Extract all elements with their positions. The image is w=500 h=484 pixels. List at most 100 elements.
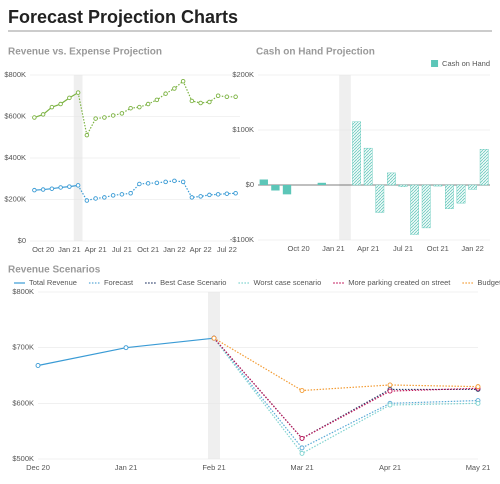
forecast-start-band	[208, 292, 220, 459]
y-tick-label: -$100K	[230, 235, 254, 244]
y-tick-label: $500K	[12, 454, 34, 463]
forecast-line	[213, 337, 479, 449]
forecast-bar	[421, 184, 431, 229]
point	[145, 101, 151, 107]
y-tick-label: $800K	[4, 70, 26, 79]
y-tick-label: $700K	[12, 343, 34, 352]
point	[299, 445, 305, 451]
point	[207, 192, 212, 198]
chart-title: Revenue vs. Expense Projection	[8, 47, 162, 58]
point	[207, 99, 212, 105]
point	[119, 111, 125, 116]
y-tick-label: $400K	[4, 153, 26, 162]
y-tick-label: $0	[246, 180, 254, 189]
point	[172, 86, 177, 91]
page-title: Forecast Projection Charts	[8, 7, 238, 27]
point	[475, 400, 481, 406]
point	[67, 95, 72, 101]
forecast-bar	[398, 184, 408, 187]
forecast-bar	[375, 184, 385, 213]
point	[128, 191, 133, 196]
point	[172, 178, 177, 184]
legend-label: Best Case Scenario	[160, 278, 226, 287]
x-tick-label: Oct 20	[32, 245, 54, 254]
point	[198, 194, 203, 199]
point	[40, 112, 46, 117]
bar	[317, 182, 326, 185]
point	[163, 179, 168, 185]
point	[180, 179, 186, 185]
point	[35, 363, 41, 368]
point	[224, 191, 230, 196]
point	[189, 195, 195, 200]
point	[215, 93, 221, 98]
point	[32, 115, 37, 120]
forecast-line	[213, 337, 479, 392]
x-tick-label: Jan 21	[322, 244, 345, 253]
point	[110, 113, 116, 118]
x-tick-label: Feb 21	[202, 463, 225, 472]
legend-label: Total Revenue	[29, 278, 77, 287]
forecast-bar	[479, 149, 489, 186]
point	[102, 195, 107, 200]
x-tick-label: Apr 21	[379, 463, 401, 472]
series-line	[37, 337, 215, 367]
point	[387, 388, 393, 394]
forecast-bar	[363, 147, 373, 186]
point	[123, 345, 129, 351]
y-tick-label: $600K	[12, 398, 34, 407]
y-tick-label: $600K	[4, 111, 26, 120]
point	[299, 450, 305, 456]
point	[84, 198, 90, 203]
forecast-bar	[445, 184, 454, 209]
point	[180, 78, 186, 84]
forecast-bar	[352, 121, 361, 186]
point	[58, 185, 63, 190]
legend-label: Cash on Hand	[442, 59, 490, 68]
x-tick-label: Apr 22	[190, 245, 212, 254]
chart-title: Cash on Hand Projection	[256, 47, 375, 58]
point	[215, 192, 221, 197]
legend-label: More parking created on street	[348, 278, 451, 287]
point	[49, 186, 55, 191]
bar	[282, 185, 292, 195]
point	[137, 181, 142, 187]
bar	[271, 185, 280, 191]
point	[32, 187, 37, 193]
point	[475, 384, 481, 390]
point	[75, 90, 81, 95]
x-tick-label: Jul 21	[112, 245, 132, 254]
point	[75, 183, 81, 188]
y-tick-label: $100K	[232, 125, 254, 134]
point	[93, 196, 98, 201]
point	[233, 94, 238, 100]
x-tick-label: Jan 21	[115, 463, 138, 472]
legend-label: Budget	[477, 278, 500, 287]
y-tick-label: $200K	[4, 194, 26, 203]
x-tick-label: Jan 22	[163, 245, 186, 254]
forecast-start-band	[339, 75, 351, 240]
legend-label: Worst case scenario	[253, 278, 321, 287]
point	[154, 180, 160, 186]
x-tick-label: Apr 21	[357, 244, 379, 253]
forecast-bar	[468, 184, 477, 190]
chart-title: Revenue Scenarios	[8, 265, 101, 276]
point	[233, 191, 238, 196]
legend-swatch	[431, 60, 439, 67]
point	[40, 187, 46, 192]
x-tick-label: Apr 21	[85, 245, 107, 254]
x-tick-label: Oct 20	[288, 244, 310, 253]
point	[102, 115, 107, 120]
point	[299, 435, 305, 441]
point	[387, 382, 393, 388]
x-tick-label: Oct 21	[427, 244, 449, 253]
x-tick-label: Jul 21	[393, 244, 413, 253]
point	[110, 193, 116, 198]
point	[211, 335, 217, 341]
point	[154, 97, 160, 103]
y-tick-label: $0	[18, 236, 26, 245]
x-tick-label: Jan 22	[461, 244, 484, 253]
point	[198, 100, 203, 106]
point	[67, 184, 72, 189]
